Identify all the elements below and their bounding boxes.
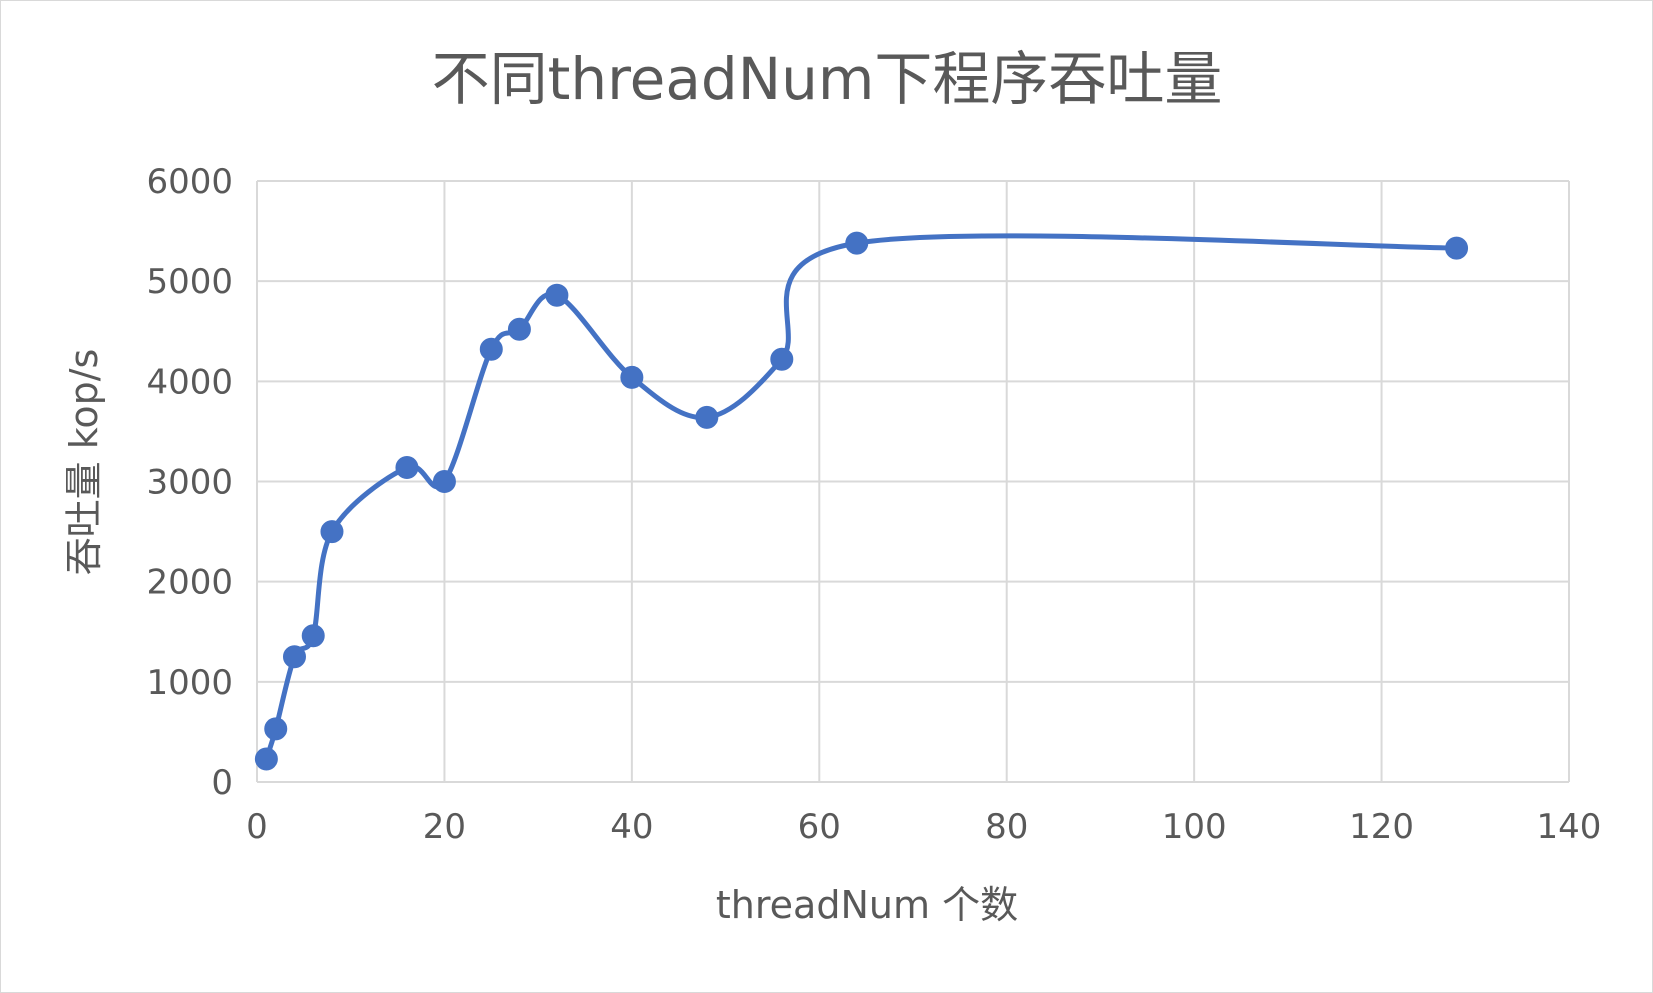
data-point (620, 365, 644, 389)
data-point (282, 645, 306, 669)
x-tick-label: 20 (423, 807, 466, 847)
x-axis-title: threadNum 个数 (716, 883, 1018, 927)
data-point (845, 231, 869, 255)
tick-labels: 0 1000 2000 3000 4000 5000 6000 0 20 40 60 80 100 120… (146, 162, 1601, 847)
y-tick-label: 5000 (146, 262, 233, 302)
data-point (264, 717, 288, 741)
x-tick-label: 120 (1349, 807, 1414, 847)
data-point (432, 470, 456, 493)
y-tick-label: 0 (211, 763, 233, 803)
y-tick-label: 1000 (146, 663, 233, 703)
x-tick-label: 40 (610, 807, 653, 847)
y-axis-title: 吞吐量 kop/s (62, 349, 106, 576)
data-point (301, 624, 325, 648)
data-point (507, 317, 531, 341)
data-point (770, 347, 794, 371)
y-tick-label: 2000 (146, 563, 233, 603)
grid-lines (256, 180, 1570, 783)
data-point (1445, 236, 1469, 260)
y-tick-label: 4000 (146, 362, 233, 402)
x-tick-label: 80 (985, 807, 1028, 847)
chart-title: 不同threadNum下程序吞吐量 (432, 45, 1223, 113)
y-tick-label: 6000 (146, 162, 233, 202)
data-point (695, 405, 719, 429)
x-tick-label: 60 (798, 807, 841, 847)
x-tick-label: 0 (246, 807, 268, 847)
series-layer (254, 231, 1469, 771)
x-tick-label: 100 (1162, 807, 1227, 847)
data-point (395, 455, 419, 479)
data-point (545, 283, 569, 307)
y-tick-label: 3000 (146, 463, 233, 503)
data-point (479, 337, 503, 361)
data-point (254, 747, 278, 771)
data-point (320, 520, 344, 544)
x-tick-label: 140 (1537, 807, 1602, 847)
